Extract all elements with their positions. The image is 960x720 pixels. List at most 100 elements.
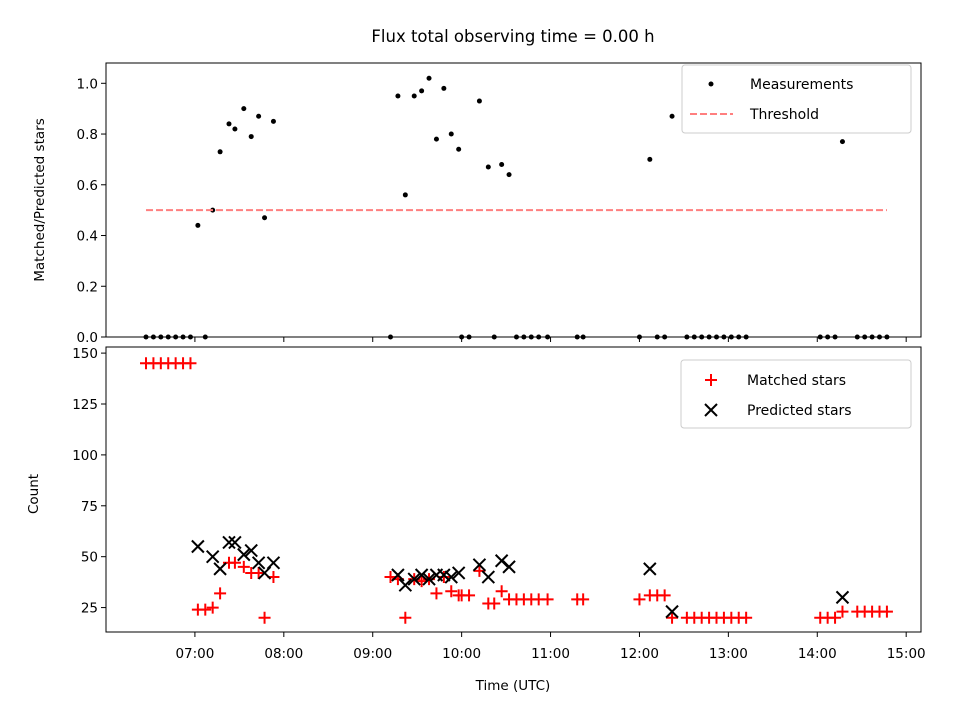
predicted-star-point (472, 558, 487, 572)
counts-x-ticks: 07:00 08:00 09:00 10:00 11:00 12:00 13:00 14:00… (175, 632, 926, 662)
predicted-star-point (835, 590, 850, 605)
legend-dot-marker (708, 81, 714, 87)
matched-star-point (214, 587, 227, 600)
legend-measurements-label: Measurements (750, 77, 853, 93)
panel-counts: 25 50 75 100 125 150 07:00 08:00 09:00 10:00 11:0… (26, 346, 926, 694)
predicted-star-point (643, 562, 657, 576)
x-axis-label: Time (UTC) (475, 678, 551, 694)
x-tick-label: 07:00 (175, 646, 214, 662)
matched-star-point (541, 593, 554, 606)
matched-star-point (658, 589, 671, 602)
predicted-star-point (422, 572, 436, 586)
measurement-point (217, 149, 223, 155)
predicted-star-point (451, 566, 466, 580)
legend-x-marker (704, 403, 718, 417)
ratio-y-tick-label: 1.0 (77, 76, 98, 92)
predicted-star-point (444, 570, 458, 584)
predicted-star-point (205, 549, 220, 564)
predicted-star-point (414, 568, 429, 582)
matched-star-point (206, 601, 219, 614)
x-tick-label: 14:00 (798, 646, 837, 662)
ratio-y-tick-label: 0.4 (77, 229, 98, 245)
predicted-star-point (228, 535, 242, 550)
ratio-y-ticks: 0.0 0.2 0.4 0.6 0.8 1.0 (77, 76, 106, 346)
matched-star-point (199, 603, 212, 616)
legend-matched-label: Matched stars (747, 373, 846, 389)
measurement-point (448, 131, 454, 137)
measurement-point (441, 85, 447, 91)
measurement-point (647, 156, 653, 162)
predicted-star-point (398, 578, 413, 592)
predicted-star-point (222, 535, 236, 550)
x-tick-label: 15:00 (887, 646, 926, 662)
matched-star-point (252, 566, 265, 579)
matched-star-point (488, 597, 501, 610)
legend-predicted-label: Predicted stars (747, 403, 852, 419)
matched-star-point (495, 585, 508, 598)
measurement-point (241, 106, 247, 112)
matched-star-point (445, 585, 458, 598)
predicted-star-point (437, 568, 451, 582)
predicted-star-point (481, 570, 496, 584)
counts-y-tick-label: 75 (81, 499, 98, 515)
predicted-star-point (213, 562, 227, 576)
matched-star-point (399, 611, 412, 624)
counts-y-tick-label: 150 (72, 346, 98, 362)
ratio-legend-box (681, 64, 912, 134)
measurement-point (256, 113, 262, 119)
counts-legend: Matched stars Predicted stars (680, 359, 912, 429)
matched-star-point (829, 611, 842, 624)
measurement-point (426, 75, 432, 81)
matched-star-point (184, 357, 197, 370)
matched-star-point (577, 593, 590, 606)
matched-star-point (258, 611, 271, 624)
matched-star-point (836, 605, 849, 618)
ratio-y-tick-label: 0.0 (77, 330, 98, 346)
measurement-point (232, 126, 238, 132)
predicted-star-point (391, 568, 405, 582)
predicted-star-point (251, 556, 266, 570)
counts-y-tick-label: 100 (72, 448, 98, 464)
matched-star-point (463, 589, 476, 602)
x-tick-label: 10:00 (442, 646, 481, 662)
ratio-x-ticks (194, 337, 907, 342)
predicted-star-point (237, 547, 251, 562)
counts-plot-area (140, 357, 893, 624)
measurement-point (402, 192, 408, 198)
predicted-star-point (502, 560, 516, 574)
measurement-point (476, 98, 482, 104)
measurement-point (669, 113, 675, 119)
counts-y-tick-label: 50 (81, 550, 98, 566)
matched-star-point (633, 593, 646, 606)
predicted-star-point (244, 543, 258, 558)
counts-y-tick-label: 125 (72, 397, 98, 413)
matched-star-point (880, 605, 893, 618)
ratio-y-tick-label: 0.8 (77, 127, 98, 143)
matched-star-point (666, 611, 679, 624)
measurement-point (226, 121, 232, 127)
counts-y-axis-label: Count (26, 474, 42, 514)
measurement-point (395, 93, 401, 99)
legend-threshold-label: Threshold (749, 107, 819, 123)
x-tick-label: 13:00 (709, 646, 748, 662)
counts-y-ticks: 25 50 75 100 125 150 (72, 346, 106, 617)
measurement-point (248, 134, 254, 140)
predicted-star-point (407, 572, 421, 586)
measurement-point (485, 164, 491, 170)
predicted-star-point (266, 556, 281, 570)
x-tick-label: 09:00 (353, 646, 392, 662)
ratio-axes-frame (105, 62, 922, 338)
predicted-star-point (191, 539, 205, 554)
ratio-y-tick-label: 0.6 (77, 178, 98, 194)
matched-star-point (237, 560, 250, 573)
measurement-point (195, 222, 201, 228)
measurement-point (839, 139, 845, 145)
x-tick-label: 12:00 (620, 646, 659, 662)
x-tick-label: 08:00 (264, 646, 303, 662)
ratio-y-axis-label: Matched/Predicted stars (32, 118, 48, 281)
measurement-point (411, 93, 417, 99)
matched-star-point (740, 611, 753, 624)
measurement-point (456, 146, 462, 152)
measurement-point (433, 136, 439, 142)
